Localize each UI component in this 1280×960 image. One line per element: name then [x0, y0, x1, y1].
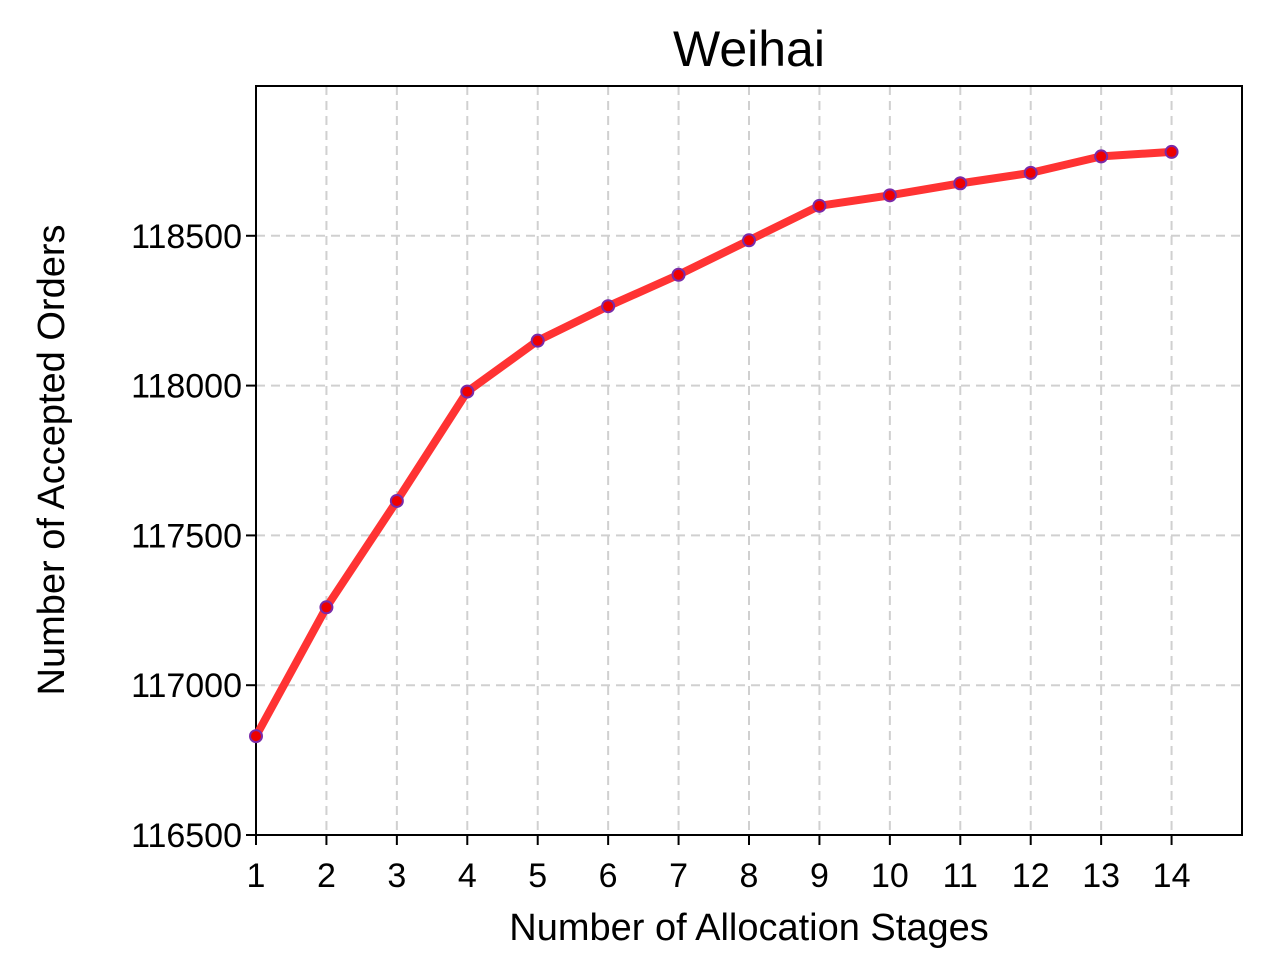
data-point: [319, 600, 334, 615]
y-tick-label: 118000: [131, 368, 242, 406]
x-tick-label: 9: [810, 857, 829, 895]
y-tick-label: 118500: [131, 218, 242, 256]
data-point: [812, 198, 827, 213]
data-point: [601, 299, 616, 314]
x-axis-title: Number of Allocation Stages: [509, 907, 989, 949]
data-point: [460, 384, 475, 399]
data-point: [1094, 149, 1109, 164]
data-point: [1164, 144, 1179, 159]
x-tick-label: 14: [1153, 857, 1191, 895]
grid: [256, 86, 1242, 835]
x-tick-label: 13: [1082, 857, 1120, 895]
x-tick-label: 8: [740, 857, 759, 895]
series-line: [252, 147, 1176, 741]
data-point: [389, 493, 404, 508]
x-tick-label: 12: [1012, 857, 1050, 895]
data-point: [953, 176, 968, 191]
y-axis-title: Number of Accepted Orders: [31, 225, 73, 696]
y-tick-label: 116500: [131, 817, 242, 855]
data-point: [249, 729, 263, 744]
y-axis: 116500 117000 117500 118000 118500: [131, 218, 256, 855]
x-tick-label: 11: [943, 857, 978, 895]
x-axis: 1 2 3 4 5 6 7 8 9 10 11 12 13 14: [247, 835, 1191, 895]
data-point: [882, 188, 897, 203]
x-tick-label: 2: [317, 857, 336, 895]
series-group: [249, 144, 1179, 744]
data-point: [742, 233, 756, 248]
x-tick-label: 1: [247, 857, 266, 895]
x-tick-label: 6: [599, 857, 618, 895]
x-tick-label: 10: [871, 857, 909, 895]
chart-title: Weihai: [673, 21, 825, 77]
x-tick-label: 3: [387, 857, 406, 895]
x-tick-label: 5: [528, 857, 547, 895]
data-point: [530, 333, 545, 348]
y-tick-label: 117000: [131, 667, 242, 705]
data-point: [1023, 165, 1038, 180]
x-tick-label: 4: [458, 857, 477, 895]
data-point: [671, 267, 686, 282]
y-tick-label: 117500: [131, 517, 242, 555]
x-tick-label: 7: [669, 857, 688, 895]
